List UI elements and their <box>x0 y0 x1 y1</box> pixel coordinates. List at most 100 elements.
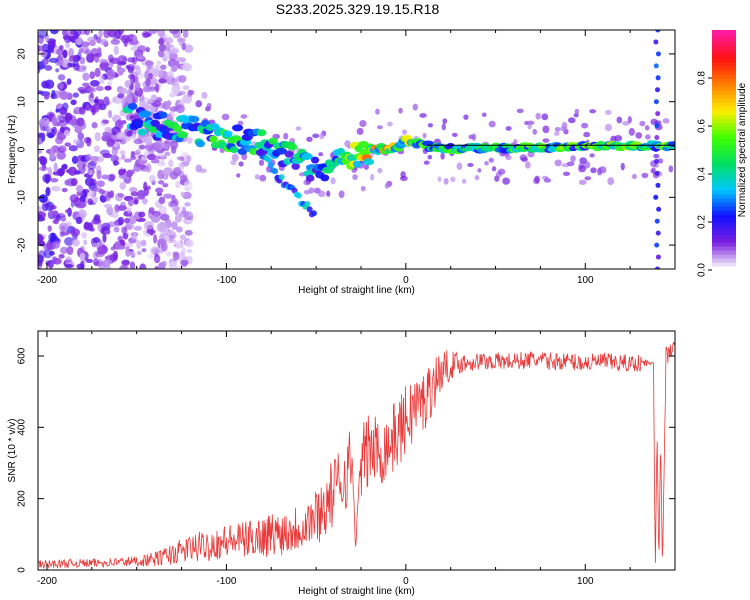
trace-blob <box>159 111 168 119</box>
weak-blob <box>312 133 320 139</box>
noise-blob <box>80 41 91 47</box>
noise-blob <box>141 155 147 161</box>
weak-blob <box>589 109 597 114</box>
noise-blob <box>57 119 68 127</box>
noise-blob <box>119 182 126 190</box>
weak-blob <box>651 167 656 174</box>
noise-blob <box>102 119 110 124</box>
noise-blob <box>126 88 132 98</box>
weak-blob <box>437 176 442 182</box>
weak-blob <box>627 116 632 124</box>
weak-blob <box>566 161 575 167</box>
column-blob <box>654 170 660 176</box>
noise-blob <box>38 258 43 267</box>
weak-blob <box>484 161 489 166</box>
weak-blob <box>573 113 579 118</box>
weak-blob <box>554 131 560 137</box>
noise-blob <box>164 144 170 151</box>
noise-blob <box>47 132 55 139</box>
noise-blob <box>110 154 119 163</box>
noise-blob <box>74 126 83 134</box>
weak-blob <box>622 120 630 126</box>
colorbar-band <box>712 70 736 75</box>
colorbar-band <box>712 134 736 139</box>
noise-blob <box>169 30 179 35</box>
noise-blob <box>118 168 125 176</box>
colorbar-band <box>712 218 736 223</box>
noise-blob <box>172 251 179 257</box>
column-blob <box>655 75 661 81</box>
branch-blob <box>265 156 272 163</box>
trace-blob <box>275 147 288 155</box>
noise-blob <box>178 36 183 46</box>
noise-blob <box>55 136 64 145</box>
noise-blob <box>168 260 178 269</box>
noise-blob <box>172 166 181 177</box>
colorbar-band <box>712 162 736 167</box>
noise-blob <box>68 55 78 63</box>
noise-blob <box>121 154 126 160</box>
noise-blob <box>137 55 145 60</box>
weak-blob <box>645 134 651 140</box>
weak-blob <box>443 178 449 185</box>
noise-blob <box>154 266 159 269</box>
trace-blob <box>362 158 375 166</box>
noise-blob <box>134 81 141 92</box>
spectrogram-xtick-label: -100 <box>216 275 236 286</box>
noise-blob <box>160 64 167 70</box>
noise-blob <box>96 180 105 188</box>
spectrogram-ytick-label: -10 <box>17 190 28 205</box>
weak-blob <box>188 89 195 96</box>
colorbar-band <box>712 98 736 103</box>
noise-blob <box>182 63 193 72</box>
weak-blob <box>570 155 576 163</box>
noise-blob <box>55 68 60 73</box>
colorbar-band <box>712 186 736 191</box>
weak-blob <box>562 171 571 177</box>
colorbar-band <box>712 142 736 147</box>
weak-blob <box>427 123 433 128</box>
noise-blob <box>48 45 55 54</box>
weak-blob <box>505 126 512 131</box>
colorbar-band <box>712 78 736 83</box>
noise-blob <box>148 253 155 259</box>
noise-blob <box>127 57 136 63</box>
noise-blob <box>163 193 173 199</box>
weak-blob <box>238 161 244 167</box>
noise-blob <box>87 161 96 170</box>
colorbar-band <box>712 250 736 255</box>
noise-blob <box>125 242 133 248</box>
noise-blob <box>176 265 184 269</box>
colorbar-band <box>712 74 736 79</box>
weak-blob <box>375 108 380 115</box>
noise-blob <box>162 169 171 176</box>
branch-blob <box>295 192 302 199</box>
trace-blob <box>231 124 244 132</box>
noise-blob <box>161 260 167 267</box>
column-blob <box>653 63 659 69</box>
colorbar-band <box>712 118 736 123</box>
noise-blob <box>125 249 131 257</box>
snr-xtick-label: -200 <box>37 576 57 587</box>
noise-blob <box>186 249 193 254</box>
colorbar-band <box>712 234 736 239</box>
noise-blob <box>107 54 114 63</box>
noise-blob <box>180 191 185 197</box>
weak-blob <box>377 125 383 130</box>
noise-blob <box>158 78 167 84</box>
noise-blob <box>85 104 91 112</box>
weak-blob <box>370 173 375 181</box>
snr-ytick-label: 200 <box>17 490 28 507</box>
weak-blob <box>377 167 383 174</box>
colorbar-tick-label: 0.6 <box>697 119 708 133</box>
noise-blob <box>156 162 166 167</box>
noise-blob <box>107 128 113 133</box>
colorbar-band <box>712 178 736 183</box>
noise-blob <box>171 221 178 230</box>
noise-blob <box>88 169 94 176</box>
noise-blob <box>153 254 161 264</box>
colorbar-band <box>712 226 736 231</box>
weak-blob <box>589 153 595 158</box>
noise-blob <box>156 60 162 65</box>
snr-ytick-label: 400 <box>17 419 28 436</box>
